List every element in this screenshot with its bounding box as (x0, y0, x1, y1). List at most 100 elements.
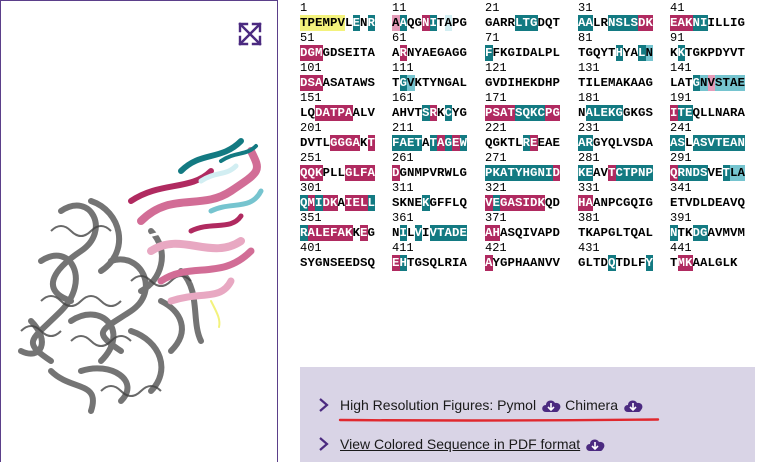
residue[interactable]: T (552, 16, 560, 30)
residue[interactable]: R (730, 106, 738, 120)
residue[interactable]: H (578, 195, 586, 211)
residue[interactable]: G (585, 46, 593, 60)
residue[interactable]: L (730, 165, 738, 181)
residue[interactable]: K (730, 256, 738, 270)
residue[interactable]: D (552, 226, 560, 240)
residue[interactable]: A (337, 225, 345, 241)
residue[interactable]: A (530, 46, 538, 60)
residue[interactable]: P (485, 165, 493, 181)
residue[interactable]: E (522, 76, 530, 90)
residue[interactable]: V (685, 196, 693, 210)
residue[interactable]: T (578, 76, 586, 90)
residue[interactable]: A (337, 196, 345, 210)
residue[interactable]: R (300, 225, 308, 241)
residue[interactable]: D (300, 75, 308, 91)
residue[interactable]: A (345, 105, 353, 121)
residue[interactable]: S (677, 135, 685, 151)
residue[interactable]: E (600, 105, 608, 121)
residue[interactable]: G (459, 106, 467, 120)
residue[interactable]: V (707, 166, 715, 180)
residue[interactable]: A (585, 15, 593, 31)
residue[interactable]: L (593, 105, 601, 121)
residue[interactable]: M (737, 226, 745, 240)
residue[interactable]: E (685, 105, 693, 121)
residue[interactable]: S (492, 105, 500, 121)
residue[interactable]: T (578, 226, 586, 240)
residue[interactable]: T (437, 16, 445, 30)
residue[interactable]: S (360, 256, 368, 270)
residue[interactable]: L (360, 106, 368, 120)
residue[interactable]: A (352, 135, 360, 151)
residue[interactable]: G (500, 195, 508, 211)
residue[interactable]: G (700, 225, 708, 241)
residue[interactable]: R (444, 256, 452, 270)
residue[interactable]: E (392, 255, 400, 271)
residue[interactable]: S (330, 76, 338, 90)
residue[interactable]: M (307, 195, 315, 211)
residue[interactable]: A (670, 135, 678, 151)
residue[interactable]: T (315, 136, 323, 150)
residue[interactable]: V (545, 256, 553, 270)
residue[interactable]: H (399, 255, 407, 271)
residue[interactable]: G (623, 196, 631, 210)
pymol-download-icon[interactable] (540, 397, 562, 413)
residue[interactable]: Q (545, 16, 553, 30)
residue[interactable]: E (492, 195, 500, 211)
residue[interactable]: R (507, 16, 515, 30)
residue[interactable]: Q (367, 256, 375, 270)
residue[interactable]: A (507, 195, 515, 211)
residue[interactable]: Q (593, 46, 601, 60)
residue[interactable]: T (507, 136, 515, 150)
residue[interactable]: K (414, 76, 422, 90)
residue[interactable]: A (500, 105, 508, 121)
residue[interactable]: L (515, 15, 523, 31)
residue[interactable]: L (552, 46, 560, 60)
residue[interactable]: Q (459, 196, 467, 210)
residue[interactable]: D (330, 46, 338, 60)
residue[interactable]: G (399, 166, 407, 180)
residue[interactable]: L (670, 76, 678, 90)
residue[interactable]: H (522, 165, 530, 181)
residue[interactable]: E (585, 165, 593, 181)
residue[interactable]: T (722, 75, 730, 91)
residue[interactable]: H (399, 106, 407, 120)
residue[interactable]: L (437, 256, 445, 270)
residue[interactable]: R (367, 15, 375, 31)
residue[interactable]: N (670, 225, 678, 241)
residue[interactable]: A (367, 46, 375, 60)
residue[interactable]: G (615, 105, 623, 121)
residue[interactable]: A (737, 165, 745, 181)
residue[interactable]: E (737, 75, 745, 91)
residue[interactable]: K (585, 226, 593, 240)
residue[interactable]: F (444, 196, 452, 210)
residue[interactable]: K (578, 165, 586, 181)
residue[interactable]: A (692, 256, 700, 270)
residue[interactable]: L (322, 136, 330, 150)
residue[interactable]: H (545, 76, 553, 90)
residue[interactable]: V (429, 225, 437, 241)
residue[interactable]: A (444, 225, 452, 241)
residue[interactable]: V (337, 15, 345, 31)
residue[interactable]: T (623, 165, 631, 181)
residue[interactable]: G (444, 76, 452, 90)
residue[interactable]: P (545, 105, 553, 121)
residue[interactable]: V (429, 166, 437, 180)
residue[interactable]: N (360, 16, 368, 30)
residue[interactable]: L (345, 16, 353, 30)
residue[interactable]: L (315, 225, 323, 241)
residue[interactable]: Q (407, 16, 415, 30)
residue[interactable]: Q (307, 106, 315, 120)
residue[interactable]: K (315, 165, 323, 181)
residue[interactable]: T (615, 256, 623, 270)
residue[interactable]: L (638, 45, 646, 61)
residue[interactable]: D (638, 136, 646, 150)
residue[interactable]: S (422, 256, 430, 270)
residue[interactable]: A (422, 136, 430, 150)
residue[interactable]: L (593, 76, 601, 90)
residue[interactable]: P (307, 15, 315, 31)
residue[interactable]: A (452, 76, 460, 90)
residue[interactable]: P (322, 166, 330, 180)
residue[interactable]: T (414, 135, 422, 151)
residue[interactable]: V (407, 106, 415, 120)
residue[interactable]: G (437, 46, 445, 60)
